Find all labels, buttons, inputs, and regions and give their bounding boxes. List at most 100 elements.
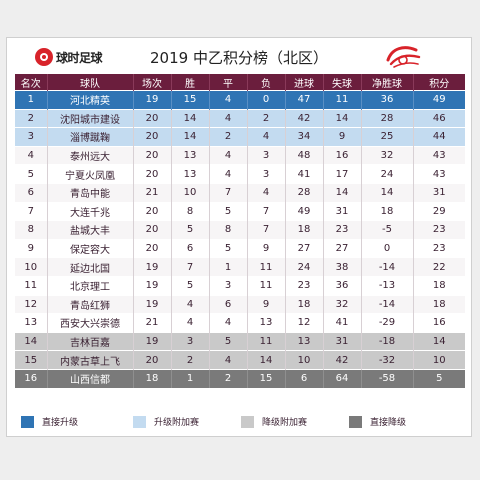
table-row[interactable]: 15 内蒙古草上飞 20 2 4 14 10 42 -32 10 bbox=[15, 350, 465, 370]
cell-played: 20 bbox=[132, 145, 171, 165]
col-header-points[interactable]: 积分 bbox=[412, 74, 465, 91]
col-header-played[interactable]: 场次 bbox=[132, 74, 171, 91]
cell-played: 20 bbox=[132, 350, 171, 370]
cell-team: 西安大兴崇德 bbox=[46, 313, 133, 333]
col-header-won[interactable]: 胜 bbox=[170, 74, 209, 91]
brand-ball-icon bbox=[35, 48, 53, 66]
cell-goals-for: 28 bbox=[284, 182, 323, 203]
col-header-goals-for[interactable]: 进球 bbox=[284, 74, 323, 91]
cell-goal-diff: 28 bbox=[360, 108, 413, 128]
cell-rank: 1 bbox=[15, 90, 47, 110]
cell-goals-for: 18 bbox=[284, 294, 323, 314]
table-row[interactable]: 16 山西信都 18 1 2 15 6 64 -58 5 bbox=[15, 368, 465, 388]
cell-lost: 13 bbox=[246, 313, 285, 333]
cell-goals-against: 14 bbox=[322, 108, 361, 128]
cell-goals-against: 31 bbox=[322, 331, 361, 351]
cell-won: 13 bbox=[170, 164, 209, 184]
cell-team: 延边北国 bbox=[46, 257, 133, 277]
col-header-lost[interactable]: 负 bbox=[246, 74, 285, 91]
cell-goal-diff: -58 bbox=[360, 368, 413, 388]
cell-points: 5 bbox=[412, 368, 465, 388]
cell-drawn: 4 bbox=[208, 145, 247, 165]
cell-team: 盐城大丰 bbox=[46, 220, 133, 240]
cell-points: 23 bbox=[412, 238, 465, 258]
table-row[interactable]: 11 北京理工 19 5 3 11 23 36 -13 18 bbox=[15, 275, 465, 296]
cell-lost: 15 bbox=[246, 368, 285, 388]
cell-won: 7 bbox=[170, 257, 209, 277]
cell-played: 21 bbox=[132, 182, 171, 203]
cell-rank: 10 bbox=[15, 257, 47, 277]
cell-goals-for: 47 bbox=[284, 90, 323, 110]
legend-item-promotion-playoff: 升级附加赛 bbox=[133, 415, 199, 428]
col-header-rank[interactable]: 名次 bbox=[15, 74, 47, 91]
standings-card: 球时足球 2019 中乙积分榜（北区） 名次 球队 场次 胜 平 负 进球 失 bbox=[6, 37, 472, 437]
cell-goals-against: 31 bbox=[322, 201, 361, 221]
table-row[interactable]: 3 淄博蹴鞠 20 14 2 4 34 9 25 44 bbox=[15, 127, 465, 147]
cell-rank: 12 bbox=[15, 294, 47, 314]
cell-goal-diff: -5 bbox=[360, 220, 413, 240]
col-header-drawn[interactable]: 平 bbox=[208, 74, 247, 91]
legend-item-relegation-playoff: 降级附加赛 bbox=[241, 415, 307, 428]
table-row[interactable]: 6 青岛中能 21 10 7 4 28 14 14 31 bbox=[15, 182, 465, 203]
cell-team: 河北精英 bbox=[46, 90, 133, 110]
legend-swatch bbox=[133, 415, 146, 428]
table-row[interactable]: 12 青岛红狮 19 4 6 9 18 32 -14 18 bbox=[15, 294, 465, 314]
cell-won: 14 bbox=[170, 108, 209, 128]
cell-points: 43 bbox=[412, 145, 465, 165]
cell-goal-diff: 18 bbox=[360, 201, 413, 221]
table-row[interactable]: 7 大连千兆 20 8 5 7 49 31 18 29 bbox=[15, 201, 465, 221]
cell-goals-against: 17 bbox=[322, 164, 361, 184]
cell-points: 10 bbox=[412, 350, 465, 370]
cell-won: 5 bbox=[170, 275, 209, 296]
legend-label: 直接升级 bbox=[42, 418, 79, 428]
legend-label: 升级附加赛 bbox=[154, 418, 200, 428]
cell-points: 29 bbox=[412, 201, 465, 221]
legend-swatch bbox=[241, 415, 254, 428]
cell-lost: 3 bbox=[246, 145, 285, 165]
cell-played: 19 bbox=[132, 331, 171, 351]
table-row[interactable]: 10 延边北国 19 7 1 11 24 38 -14 22 bbox=[15, 257, 465, 277]
cell-lost: 7 bbox=[246, 201, 285, 221]
cell-goals-against: 38 bbox=[322, 257, 361, 277]
cell-goals-for: 24 bbox=[284, 257, 323, 277]
table-row[interactable]: 1 河北精英 19 15 4 0 47 11 36 49 bbox=[15, 90, 465, 110]
cell-points: 43 bbox=[412, 164, 465, 184]
col-header-team[interactable]: 球队 bbox=[46, 74, 133, 91]
col-header-goals-against[interactable]: 失球 bbox=[322, 74, 361, 91]
cell-won: 13 bbox=[170, 145, 209, 165]
cell-goals-against: 36 bbox=[322, 275, 361, 296]
cell-drawn: 2 bbox=[208, 368, 247, 388]
table-row[interactable]: 4 泰州远大 20 13 4 3 48 16 32 43 bbox=[15, 145, 465, 165]
cell-drawn: 6 bbox=[208, 294, 247, 314]
col-header-goal-diff[interactable]: 净胜球 bbox=[360, 74, 413, 91]
cell-played: 20 bbox=[132, 127, 171, 147]
cell-points: 14 bbox=[412, 331, 465, 351]
page-title: 2019 中乙积分榜（北区） bbox=[150, 49, 328, 67]
cell-goal-diff: -32 bbox=[360, 350, 413, 370]
cell-rank: 11 bbox=[15, 275, 47, 296]
cell-goals-against: 14 bbox=[322, 182, 361, 203]
cell-rank: 3 bbox=[15, 127, 47, 147]
cell-goal-diff: 25 bbox=[360, 127, 413, 147]
cell-goals-for: 18 bbox=[284, 220, 323, 240]
cell-goal-diff: 0 bbox=[360, 238, 413, 258]
cell-lost: 0 bbox=[246, 90, 285, 110]
cell-goal-diff: -18 bbox=[360, 331, 413, 351]
table-row[interactable]: 8 盐城大丰 20 5 8 7 18 23 -5 23 bbox=[15, 220, 465, 240]
table-row[interactable]: 2 沈阳城市建设 20 14 4 2 42 14 28 46 bbox=[15, 108, 465, 128]
cell-won: 5 bbox=[170, 220, 209, 240]
cell-points: 23 bbox=[412, 220, 465, 240]
legend-item-direct-relegation: 直接降级 bbox=[349, 415, 406, 428]
cell-won: 10 bbox=[170, 182, 209, 203]
table-row[interactable]: 5 宁夏火凤凰 20 13 4 3 41 17 24 43 bbox=[15, 164, 465, 184]
cell-goals-for: 42 bbox=[284, 108, 323, 128]
table-row[interactable]: 13 西安大兴崇德 21 4 4 13 12 41 -29 16 bbox=[15, 313, 465, 333]
table-row[interactable]: 9 保定容大 20 6 5 9 27 27 0 23 bbox=[15, 238, 465, 258]
legend: 直接升级 升级附加赛 降级附加赛 直接降级 bbox=[15, 412, 465, 430]
cell-goals-against: 41 bbox=[322, 313, 361, 333]
cell-drawn: 5 bbox=[208, 238, 247, 258]
table-header-row: 名次 球队 场次 胜 平 负 进球 失球 净胜球 积分 bbox=[15, 74, 465, 91]
cell-drawn: 1 bbox=[208, 257, 247, 277]
table-row[interactable]: 14 吉林百嘉 19 3 5 11 13 31 -18 14 bbox=[15, 331, 465, 351]
cell-played: 20 bbox=[132, 201, 171, 221]
